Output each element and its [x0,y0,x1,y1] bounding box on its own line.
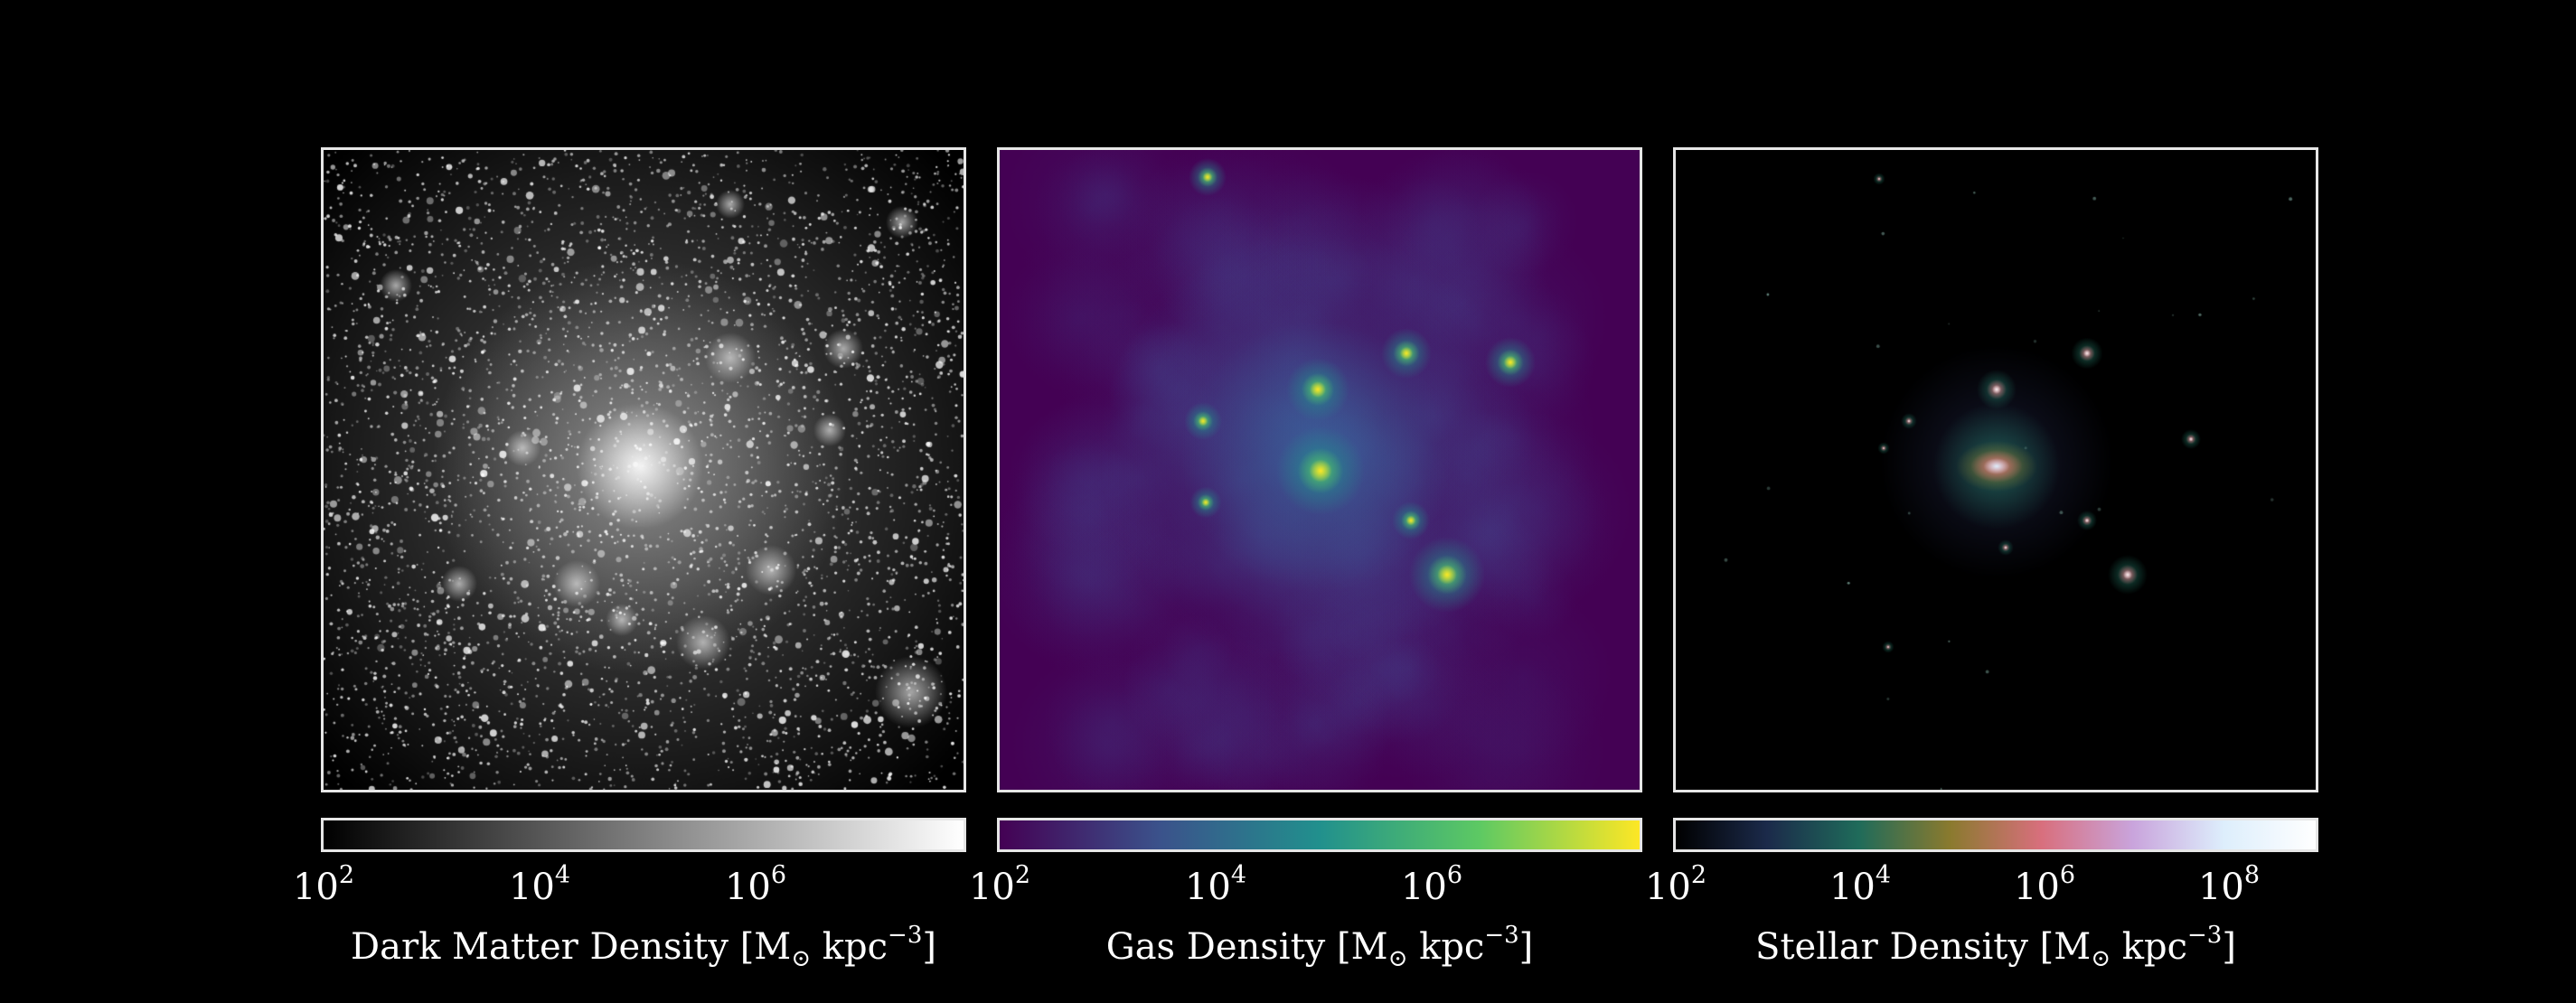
gas-colorbar [997,818,1642,852]
colorbar-tick-label: 108 [2197,861,2261,908]
colorbar-tick-label: 102 [968,861,1031,908]
gas-colorbar-label: Gas Density [M⊙ kpc−3] [1105,922,1534,972]
colorbar-tick-label: 102 [292,861,355,908]
colorbar-tick-label: 104 [1184,861,1247,908]
stellar-density-map [1673,147,2318,792]
colorbar-tick-label: 102 [1644,861,1707,908]
dark-matter-colorbar [321,818,966,852]
colorbar-tick-label: 106 [724,861,787,908]
dark-matter-density-map [321,147,966,792]
colorbar-tick-label: 104 [508,861,571,908]
stellar-colorbar [1673,818,2318,852]
dark-matter-colorbar-label: Dark Matter Density [M⊙ kpc−3] [351,922,936,972]
stellar-colorbar-label: Stellar Density [M⊙ kpc−3] [1755,922,2236,972]
colorbar-tick-label: 104 [1829,861,1892,908]
colorbar-tick-label: 106 [1400,861,1463,908]
colorbar-tick-label: 106 [2013,861,2076,908]
gas-density-map [997,147,1642,792]
